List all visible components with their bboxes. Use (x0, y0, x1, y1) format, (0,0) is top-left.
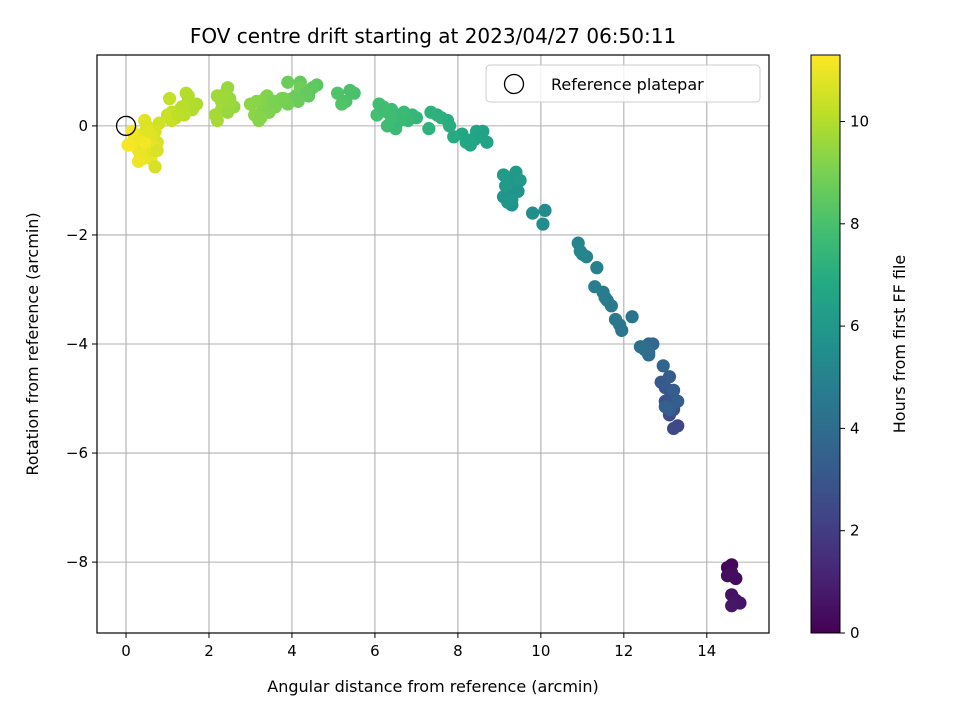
colorbar-tick-label: 6 (850, 317, 860, 335)
data-point (162, 92, 177, 106)
legend: Reference platepar (485, 64, 761, 103)
data-point (254, 111, 268, 125)
reference-platepar-marker (115, 115, 137, 137)
colorbar-tick-label: 10 (850, 112, 869, 130)
data-points (121, 75, 747, 613)
x-tick-label: 12 (614, 642, 633, 660)
data-point (720, 569, 735, 583)
y-tick-label: −8 (66, 553, 88, 571)
legend-label-reference: Reference platepar (551, 75, 704, 94)
data-point (210, 113, 224, 128)
data-point (536, 217, 550, 231)
colorbar-tick-label: 0 (850, 624, 860, 642)
data-point (573, 244, 587, 258)
data-point (608, 312, 623, 327)
data-point (538, 203, 552, 218)
y-tick-label: 0 (78, 117, 88, 135)
colorbar-tick-label: 4 (850, 419, 860, 437)
data-point (125, 124, 139, 138)
data-point (171, 108, 185, 122)
colorbar-tick-label: 2 (850, 522, 860, 540)
data-point (221, 105, 235, 119)
data-point (513, 173, 527, 188)
data-point (590, 261, 604, 275)
data-point (384, 111, 399, 125)
x-tick-label: 10 (531, 642, 550, 660)
y-axis-ticks: 0 −2 −4 −6 −8 (66, 117, 97, 571)
data-point (138, 135, 152, 149)
grid-lines (97, 55, 769, 633)
y-tick-label: −6 (66, 444, 88, 462)
data-point (299, 86, 314, 100)
data-point (447, 130, 461, 144)
chart-title: FOV centre drift starting at 2023/04/27 … (190, 24, 676, 48)
data-point (121, 138, 135, 152)
data-point (335, 97, 349, 111)
data-point (525, 206, 540, 220)
data-point (598, 291, 612, 305)
y-tick-label: −2 (66, 226, 88, 244)
x-axis-ticks: 0 2 4 6 8 10 12 14 (121, 633, 716, 660)
data-point (474, 130, 488, 144)
colorbar-ticks: 0 2 4 6 8 10 (840, 112, 869, 642)
data-point (666, 421, 681, 436)
data-point (633, 340, 648, 354)
data-point (588, 280, 602, 294)
reference-marker-group (115, 115, 137, 137)
colorbar: 0 2 4 6 8 10 Hours from first FF file (810, 54, 909, 642)
data-point (281, 75, 295, 89)
x-tick-label: 2 (204, 642, 214, 660)
colorbar-gradient (810, 54, 841, 634)
x-tick-label: 14 (697, 642, 716, 660)
data-point (330, 86, 345, 100)
data-point (274, 92, 289, 106)
data-point (424, 105, 438, 119)
data-point (291, 94, 305, 108)
data-point (656, 359, 670, 373)
data-point (498, 179, 513, 193)
colorbar-tick-label: 8 (850, 215, 860, 233)
data-point (160, 108, 175, 122)
data-point (148, 160, 162, 174)
x-tick-label: 4 (287, 642, 297, 660)
data-point (181, 89, 195, 103)
x-tick-label: 6 (370, 642, 380, 660)
data-point (216, 89, 231, 103)
data-point (250, 94, 264, 108)
data-point (376, 102, 390, 117)
y-tick-label: −4 (66, 335, 88, 353)
data-point (131, 154, 146, 168)
data-point (150, 143, 164, 158)
data-point (725, 599, 739, 613)
x-axis-label: Angular distance from reference (arcmin) (267, 677, 598, 696)
data-point (505, 192, 519, 207)
data-point (496, 168, 511, 182)
data-point (343, 83, 357, 98)
x-tick-label: 8 (453, 642, 463, 660)
data-point (666, 383, 681, 397)
y-axis-label: Rotation from reference (arcmin) (23, 212, 42, 475)
data-point (142, 124, 156, 138)
colorbar-label: Hours from first FF file (890, 255, 909, 434)
x-tick-label: 0 (121, 642, 131, 660)
legend-box (485, 64, 761, 103)
data-point (422, 122, 436, 136)
data-point (625, 310, 639, 324)
data-point (662, 370, 677, 384)
data-point (671, 394, 685, 408)
legend-marker-reference (503, 73, 525, 95)
data-point (662, 402, 677, 417)
